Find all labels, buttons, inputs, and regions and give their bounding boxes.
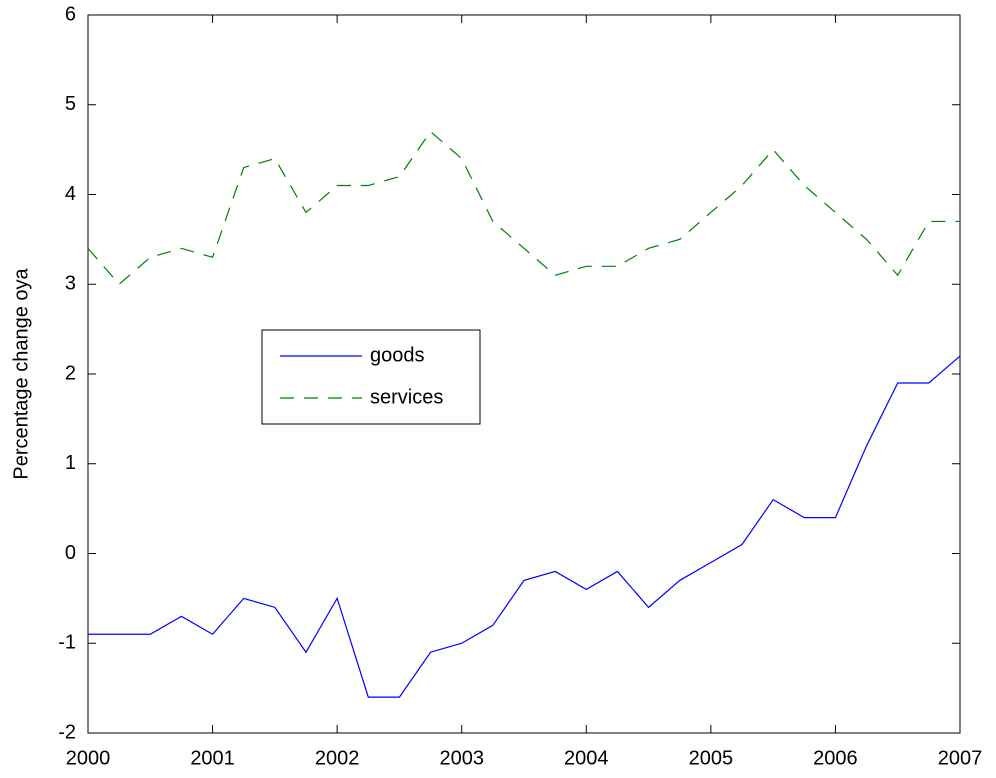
y-tick-label: 0: [65, 542, 76, 564]
x-tick-label: 2000: [66, 747, 111, 769]
x-tick-label: 2006: [813, 747, 858, 769]
y-tick-label: 2: [65, 362, 76, 384]
y-tick-label: -2: [58, 721, 76, 743]
y-tick-label: 5: [65, 93, 76, 115]
y-tick-label: 3: [65, 273, 76, 295]
series-line: [88, 355, 961, 698]
plot-frame: [87, 14, 961, 734]
x-tick-label: 2004: [564, 747, 609, 769]
legend-label: services: [370, 386, 443, 408]
y-tick-label: 1: [65, 452, 76, 474]
legend-box: [261, 329, 481, 425]
x-tick-label: 2002: [315, 747, 360, 769]
x-tick-label: 2001: [190, 747, 235, 769]
series-line: [87, 130, 960, 286]
y-tick-label: 4: [65, 183, 76, 205]
x-tick-label: 2003: [439, 747, 484, 769]
x-tick-label: 2007: [938, 747, 983, 769]
y-tick-label: 6: [65, 3, 76, 25]
x-tick-label: 2005: [689, 747, 734, 769]
y-axis-label: Percentage change oya: [10, 267, 32, 479]
y-tick-label: -1: [58, 632, 76, 654]
legend-label: goods: [370, 344, 425, 366]
